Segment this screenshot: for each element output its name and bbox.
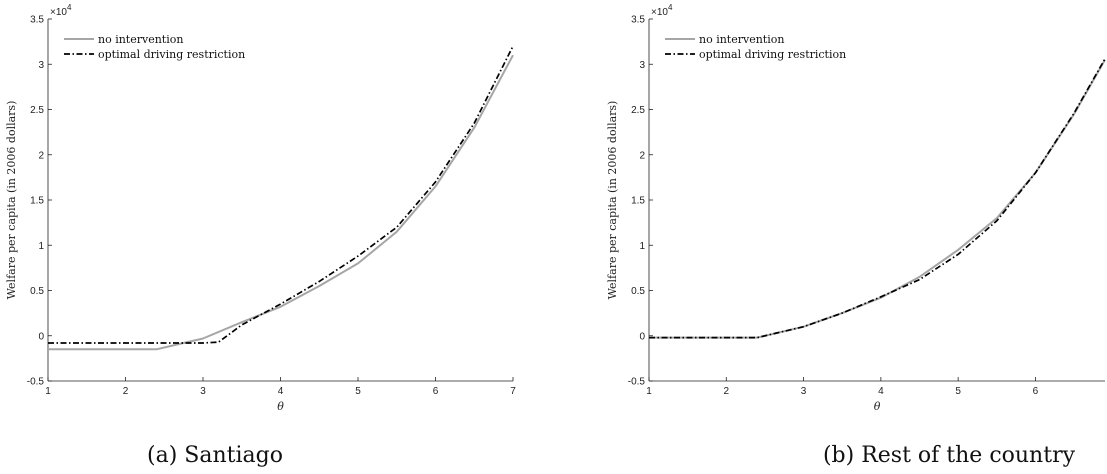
panel-santiago: 1 2 3 4 5 6 7 -0.5 0 0.5 1 1.5 2 2.5 3 3.5 ×104 θ Welfare … [5,3,516,468]
x-tick-label: 1 [45,386,51,397]
y-tick-label: 1.5 [631,196,645,207]
y-tick-label: 0 [639,331,645,342]
legend-label: no intervention [699,33,784,46]
y-tick-label: 3.5 [30,15,44,26]
y-tick-label: 3.5 [631,15,645,26]
y-tick-label: 1 [38,241,44,252]
y-tick-label: 2 [38,150,44,161]
panel-rest-of-country: 1 2 3 4 5 6 -0.5 0 0.5 1 1.5 2 2.5 3 3.5 ×104 θ Welfare p… [606,3,1106,468]
legend-label: optimal driving restriction [98,48,245,61]
y-tick-label: 2 [639,150,645,161]
x-tick-label: 5 [955,386,961,397]
y-exponent-label: ×104 [651,3,673,18]
x-tick-label: 3 [801,386,807,397]
x-axis-label: θ [874,400,881,413]
y-tick-label: 3 [639,60,645,71]
x-tick-label: 6 [1033,386,1039,397]
y-tick-label: 2.5 [30,105,44,116]
series-line-optimal-driving-restriction [649,58,1106,339]
x-axis-label: θ [277,400,284,413]
x-tick-label: 3 [200,386,206,397]
x-tick-label: 4 [278,386,284,397]
y-tick-label: -0.5 [628,377,646,388]
series-line-no-intervention [649,59,1106,339]
x-tick-label: 6 [433,386,439,397]
series-line-no-intervention [48,54,514,351]
y-tick-label: -0.5 [27,377,45,388]
y-tick-label: 0 [38,331,44,342]
x-tick-label: 1 [646,386,652,397]
x-tick-label: 2 [123,386,129,397]
y-axis-label: Welfare per capita (in 2006 dollars) [606,101,619,300]
y-axis-label: Welfare per capita (in 2006 dollars) [5,101,18,300]
x-tick-label: 7 [510,386,516,397]
series-line-optimal-driving-restriction [48,45,514,344]
y-exponent-label: ×104 [50,3,72,18]
panel-caption: (a) Santiago [147,443,283,468]
legend-label: optimal driving restriction [699,48,846,61]
x-tick-label: 4 [878,386,884,397]
legend-label: no intervention [98,33,183,46]
x-tick-label: 2 [724,386,730,397]
y-tick-label: 3 [38,60,44,71]
y-tick-label: 1.5 [30,196,44,207]
y-tick-label: 2.5 [631,105,645,116]
y-tick-label: 0.5 [631,286,645,297]
y-tick-label: 0.5 [30,286,44,297]
y-tick-label: 1 [639,241,645,252]
panel-caption: (b) Rest of the country [823,443,1076,468]
x-tick-label: 5 [355,386,361,397]
